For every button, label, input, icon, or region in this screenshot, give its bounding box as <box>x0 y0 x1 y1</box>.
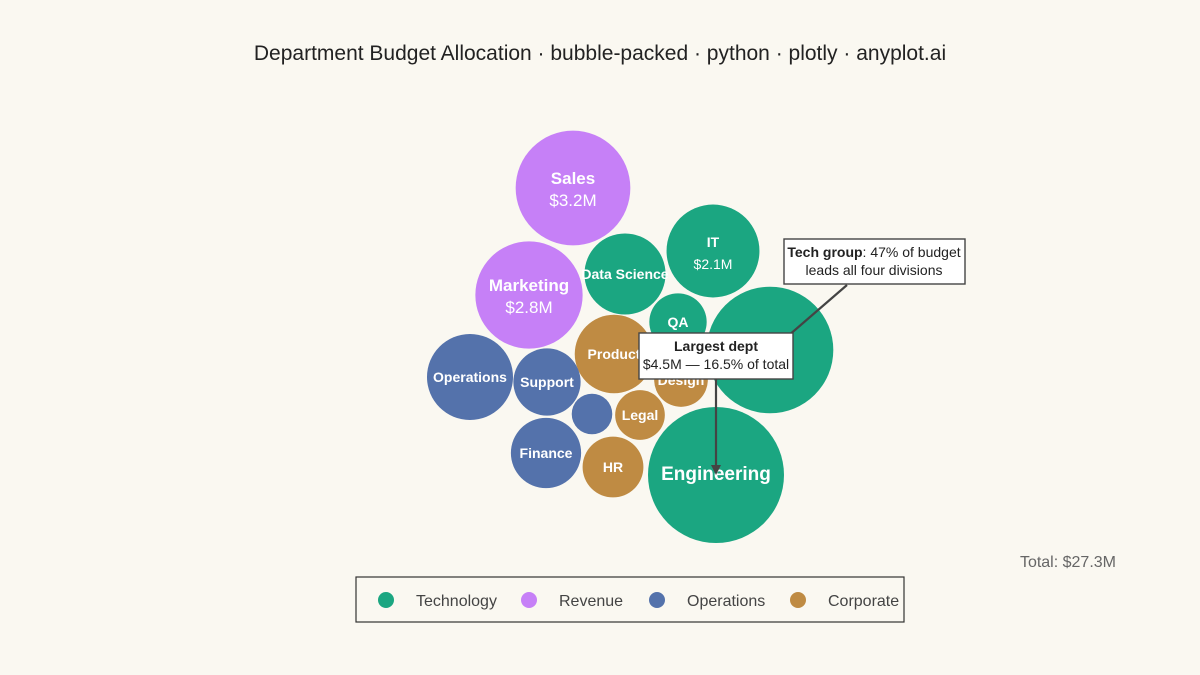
legend-frame <box>355 576 905 623</box>
bubble-circle-sales <box>515 130 631 246</box>
bubble-label-marketing: Marketing <box>489 276 569 295</box>
bubble-label-legal: Legal <box>622 407 659 423</box>
bubble-circle-marketing <box>475 241 583 349</box>
legend-label-corporate: Corporate <box>828 593 899 610</box>
bubble-label-hr: HR <box>603 459 623 475</box>
bubble-circle-hr <box>582 436 644 498</box>
total-label: Total: $27.3M <box>1020 554 1116 571</box>
bubble-circle-legal <box>615 390 665 440</box>
bubble-label-data-science: Data Science <box>581 266 668 282</box>
tech-annotation-share: : 47% of budget <box>863 244 961 260</box>
bubble-operations: Operations <box>426 333 514 421</box>
bubble-product: Product <box>574 314 654 394</box>
bubble-circle-support <box>513 348 581 416</box>
legend-label-technology: Technology <box>416 593 497 610</box>
tech-annotation-box <box>783 238 966 285</box>
bubble-finance: Finance <box>510 417 582 489</box>
legend-marker-revenue <box>521 592 537 608</box>
legend-items: Technology Revenue Operations Corporate <box>378 592 899 610</box>
bubble-circle-it <box>666 204 760 298</box>
largest-annotation-heading: Largest dept <box>674 338 758 354</box>
bubble-marketing: Marketing $2.8M <box>475 241 583 349</box>
bubble-circle-engineering <box>648 407 784 543</box>
bubble-label-operations: Operations <box>433 369 507 385</box>
largest-dept-annotation: Largest dept $4.5M — 16.5% of total <box>638 332 794 475</box>
bubble-label-finance: Finance <box>520 445 573 461</box>
bubble-circle-data-science <box>584 233 666 315</box>
legend-marker-technology <box>378 592 394 608</box>
bubble-circle-product <box>574 314 654 394</box>
legend-marker-corporate <box>790 592 806 608</box>
bubble-value-sales: $3.2M <box>549 191 596 210</box>
bubble-sales: Sales $3.2M <box>515 130 631 246</box>
bubble-label-qa: QA <box>668 314 689 330</box>
bubble-label-support: Support <box>520 374 574 390</box>
legend-marker-operations <box>649 592 665 608</box>
bubble-value-it: $2.1M <box>694 256 733 272</box>
bubble-label-sales: Sales <box>551 169 595 188</box>
legend: Technology Revenue Operations Corporate <box>355 576 905 623</box>
bubble-it: IT $2.1M <box>666 204 760 298</box>
bubbles-layer: EngineeringSales$3.2MMarketing$2.8MIT$2.… <box>426 130 834 543</box>
chart-title: Department Budget Allocation · bubble-pa… <box>254 42 946 65</box>
tech-annotation-heading: Tech group <box>787 244 862 260</box>
bubble-hr: HR <box>582 436 644 498</box>
tech-annotation-line-2: leads all four divisions <box>806 262 943 278</box>
bubble-unlabeled-14 <box>571 393 613 435</box>
bubble-legal: Legal <box>615 390 665 440</box>
legend-label-operations: Operations <box>687 593 765 610</box>
bubble-circle-finance <box>510 417 582 489</box>
bubble-value-marketing: $2.8M <box>505 298 552 317</box>
legend-label-revenue: Revenue <box>559 593 623 610</box>
largest-annotation-text: $4.5M — 16.5% of total <box>643 356 789 372</box>
tech-annotation-line-1: Tech group: 47% of budget <box>787 244 960 260</box>
bubble-label-it: IT <box>707 234 720 250</box>
bubble-support: Support <box>513 348 581 416</box>
bubble-label-product: Product <box>588 346 641 362</box>
bubble-circle-unlabeled-14 <box>571 393 613 435</box>
bubble-circle-operations <box>426 333 514 421</box>
largest-annotation-box <box>638 332 794 380</box>
bubble-data-science: Data Science <box>581 233 669 315</box>
tech-group-annotation: Tech group: 47% of budget leads all four… <box>771 238 966 351</box>
